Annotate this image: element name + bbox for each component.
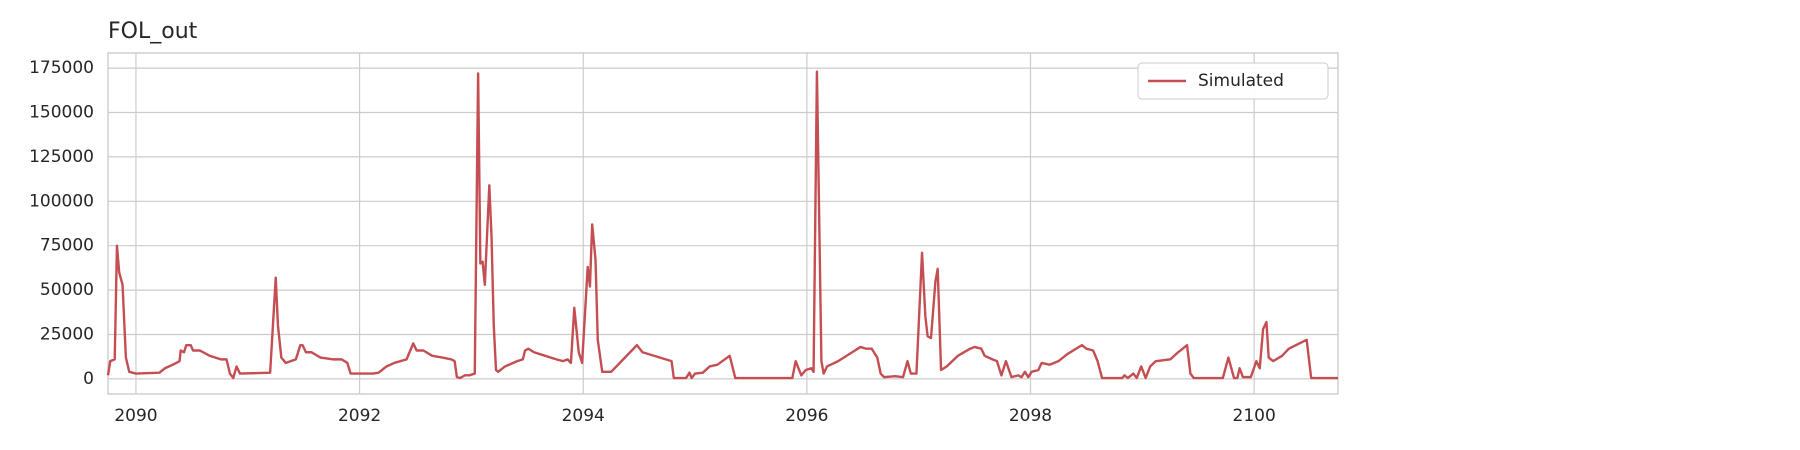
x-tick-label: 2092	[338, 406, 381, 426]
y-tick-label: 150000	[29, 102, 94, 122]
y-tick-label: 50000	[40, 280, 94, 300]
x-tick-label: 2096	[785, 406, 828, 426]
series-line	[106, 70, 1338, 380]
y-tick-label: 175000	[29, 58, 94, 78]
y-tick-label: 100000	[29, 191, 94, 211]
y-tick-label: 0	[83, 369, 94, 389]
legend-box	[1137, 62, 1329, 100]
y-tick-label: 125000	[29, 147, 94, 167]
x-tick-label: 2094	[562, 406, 605, 426]
x-tick-label: 2100	[1233, 406, 1276, 426]
legend: Simulated	[1137, 62, 1329, 100]
legend-label: Simulated	[1198, 71, 1284, 91]
y-tick-label: 25000	[40, 325, 94, 345]
x-tick-label: 2090	[114, 406, 157, 426]
plot-frame	[107, 52, 1339, 395]
chart-title: FOL_out	[108, 19, 198, 44]
y-tick-label: 75000	[40, 236, 94, 256]
x-tick-label: 2098	[1009, 406, 1052, 426]
